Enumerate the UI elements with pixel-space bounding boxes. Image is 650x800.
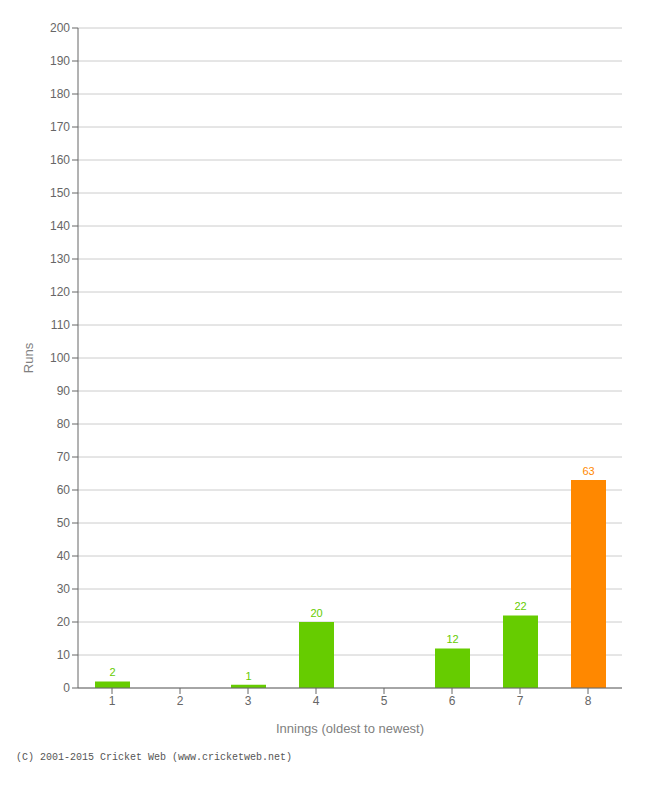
svg-text:0: 0 (63, 681, 70, 695)
svg-text:160: 160 (50, 153, 70, 167)
svg-text:130: 130 (50, 252, 70, 266)
svg-text:22: 22 (514, 600, 526, 612)
svg-text:20: 20 (310, 607, 322, 619)
svg-text:Runs: Runs (21, 342, 36, 373)
svg-text:63: 63 (582, 465, 594, 477)
svg-text:180: 180 (50, 87, 70, 101)
svg-text:70: 70 (57, 450, 71, 464)
svg-text:8: 8 (585, 694, 592, 708)
svg-text:7: 7 (517, 694, 524, 708)
svg-text:30: 30 (57, 582, 71, 596)
svg-text:1: 1 (109, 694, 116, 708)
svg-text:10: 10 (57, 648, 71, 662)
svg-text:60: 60 (57, 483, 71, 497)
svg-text:3: 3 (245, 694, 252, 708)
svg-text:6: 6 (449, 694, 456, 708)
svg-text:140: 140 (50, 219, 70, 233)
svg-text:90: 90 (57, 384, 71, 398)
html-text:(C) 2001-2015 Cricket Web (www: (C) 2001-2015 Cricket Web (www.cricketwe… (16, 752, 292, 763)
svg-text:190: 190 (50, 54, 70, 68)
svg-text:150: 150 (50, 186, 70, 200)
svg-text:50: 50 (57, 516, 71, 530)
svg-text:4: 4 (313, 694, 320, 708)
svg-text:170: 170 (50, 120, 70, 134)
svg-text:Innings (oldest to newest): Innings (oldest to newest) (276, 721, 424, 736)
svg-text:110: 110 (51, 318, 70, 332)
svg-text:1: 1 (245, 670, 251, 682)
svg-text:20: 20 (57, 615, 71, 629)
svg-text:120: 120 (50, 285, 70, 299)
svg-text:100: 100 (50, 351, 70, 365)
svg-text:2: 2 (177, 694, 184, 708)
svg-text:40: 40 (57, 549, 71, 563)
svg-text:2: 2 (109, 666, 115, 678)
svg-text:200: 200 (50, 21, 70, 35)
svg-text:12: 12 (446, 633, 458, 645)
svg-text:80: 80 (57, 417, 71, 431)
svg-text:5: 5 (381, 694, 388, 708)
